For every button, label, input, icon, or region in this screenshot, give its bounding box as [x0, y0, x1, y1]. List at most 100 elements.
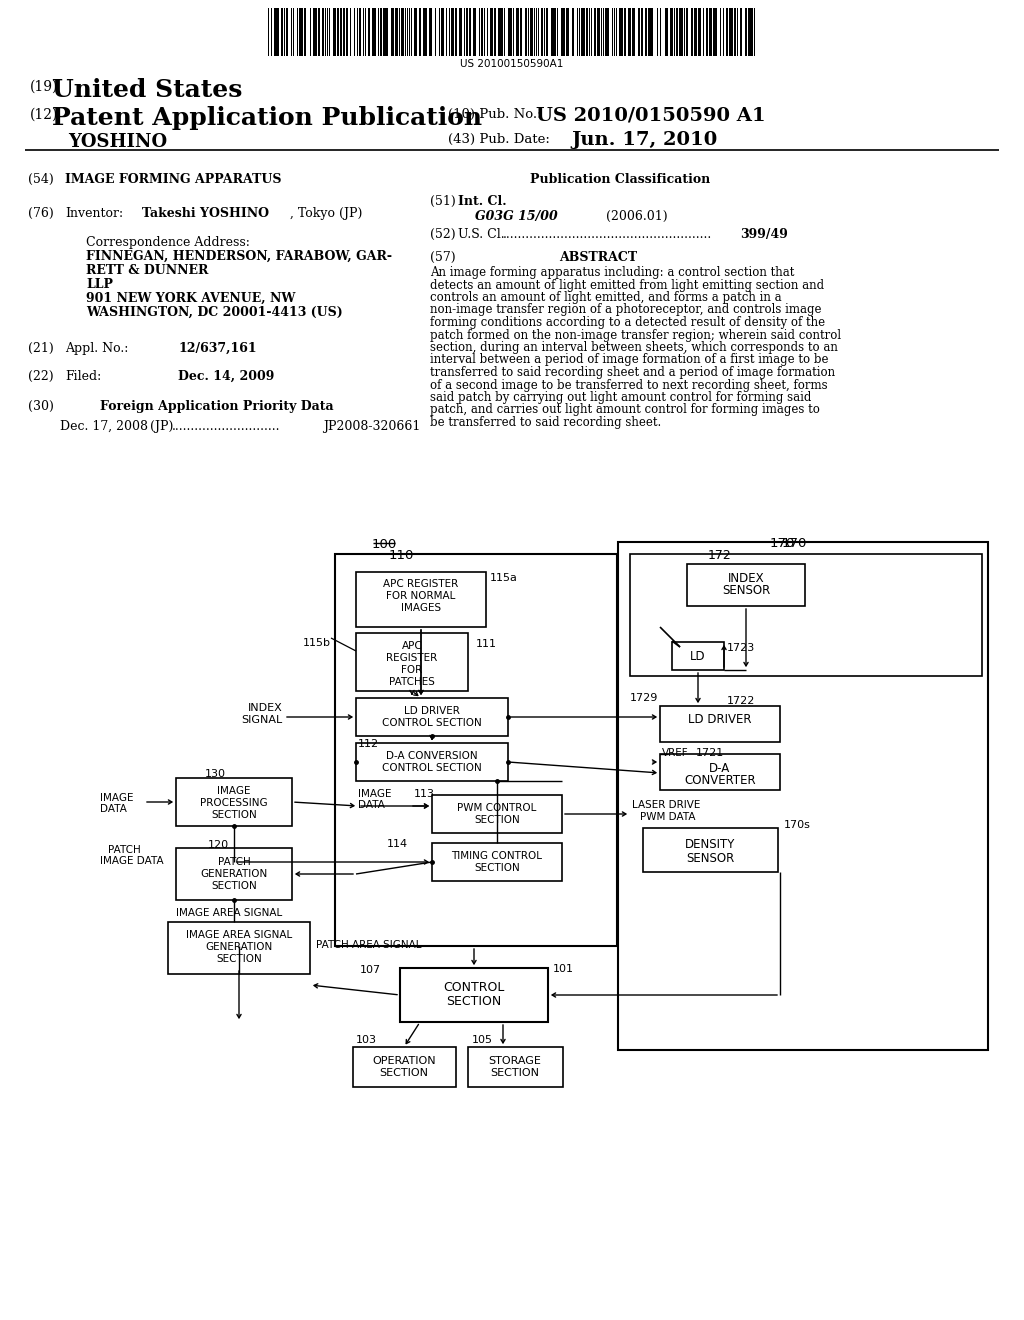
Text: 172: 172 [708, 549, 732, 562]
Bar [643, 828, 778, 873]
Bar [632, 8, 635, 55]
Text: 101: 101 [553, 964, 574, 974]
Text: IMAGES: IMAGES [401, 603, 441, 612]
Bar [713, 8, 717, 55]
Text: of a second image to be transferred to next recording sheet, forms: of a second image to be transferred to n… [430, 379, 827, 392]
Text: Jun. 17, 2010: Jun. 17, 2010 [571, 131, 717, 149]
Bar [672, 642, 724, 671]
Bar [726, 8, 728, 55]
Text: IMAGE DATA: IMAGE DATA [100, 855, 164, 866]
Text: 111: 111 [476, 639, 497, 649]
Text: TIMING CONTROL: TIMING CONTROL [452, 851, 543, 861]
Bar [322, 8, 324, 55]
Text: Dec. 17, 2008: Dec. 17, 2008 [60, 420, 148, 433]
Text: SECTION: SECTION [490, 1068, 540, 1078]
Bar [429, 8, 432, 55]
Text: (43) Pub. Date:: (43) Pub. Date: [449, 133, 550, 147]
Bar [368, 8, 370, 55]
Text: 170: 170 [769, 537, 795, 550]
Bar [729, 8, 733, 55]
Text: (54): (54) [28, 173, 53, 186]
Text: transferred to said recording sheet and a period of image formation: transferred to said recording sheet and … [430, 366, 836, 379]
Bar [498, 8, 503, 55]
Bar [335, 554, 617, 946]
Bar [459, 8, 462, 55]
Text: Dec. 14, 2009: Dec. 14, 2009 [178, 370, 274, 383]
Bar [356, 634, 468, 690]
Text: GENERATION: GENERATION [201, 869, 267, 879]
Text: APC REGISTER: APC REGISTER [383, 579, 459, 589]
Bar [660, 754, 780, 789]
Bar [691, 8, 693, 55]
Text: Takeshi YOSHINO: Takeshi YOSHINO [142, 207, 269, 220]
Bar [168, 921, 310, 974]
Text: 12/637,161: 12/637,161 [178, 342, 257, 355]
Bar [353, 1047, 456, 1086]
Bar [745, 8, 746, 55]
Text: 901 NEW YORK AVENUE, NW: 901 NEW YORK AVENUE, NW [86, 292, 295, 305]
Text: LD DRIVER: LD DRIVER [404, 706, 460, 715]
Text: (JP): (JP) [150, 420, 173, 433]
Text: PATCH AREA SIGNAL: PATCH AREA SIGNAL [316, 940, 422, 950]
Bar [281, 8, 283, 55]
Bar [346, 8, 348, 55]
Text: FINNEGAN, HENDERSON, FARABOW, GAR-: FINNEGAN, HENDERSON, FARABOW, GAR- [86, 249, 392, 263]
Bar [679, 8, 683, 55]
Bar [687, 564, 805, 606]
Text: ......................................................: ........................................… [503, 228, 713, 242]
Bar [340, 8, 342, 55]
Text: 1721: 1721 [696, 748, 724, 758]
Bar [541, 8, 543, 55]
Bar [740, 8, 742, 55]
Bar [525, 8, 527, 55]
Text: SECTION: SECTION [211, 880, 257, 891]
Text: IMAGE AREA SIGNAL: IMAGE AREA SIGNAL [186, 931, 292, 940]
Text: SECTION: SECTION [211, 810, 257, 820]
Text: forming conditions according to a detected result of density of the: forming conditions according to a detect… [430, 315, 825, 329]
Bar [318, 8, 319, 55]
Text: (12): (12) [30, 108, 58, 121]
Bar [400, 968, 548, 1022]
Text: said patch by carrying out light amount control for forming said: said patch by carrying out light amount … [430, 391, 811, 404]
Bar [698, 8, 701, 55]
Bar [176, 847, 292, 900]
Text: 1723: 1723 [727, 643, 756, 653]
Bar [333, 8, 336, 55]
Text: JP2008-320661: JP2008-320661 [323, 420, 421, 433]
Text: be transferred to said recording sheet.: be transferred to said recording sheet. [430, 416, 662, 429]
Text: 399/49: 399/49 [740, 228, 787, 242]
Text: INDEX: INDEX [248, 704, 283, 713]
Text: Patent Application Publication: Patent Application Publication [52, 106, 482, 129]
Text: APC: APC [401, 642, 422, 651]
Text: RETT & DUNNER: RETT & DUNNER [86, 264, 208, 277]
Bar [441, 8, 444, 55]
Bar [586, 8, 588, 55]
Text: 120: 120 [208, 840, 229, 850]
Bar [561, 8, 565, 55]
Text: STORAGE: STORAGE [488, 1056, 542, 1067]
Text: 1729: 1729 [630, 693, 658, 704]
Text: (57): (57) [430, 251, 456, 264]
Text: WASHINGTON, DC 20001-4413 (US): WASHINGTON, DC 20001-4413 (US) [86, 306, 343, 319]
Bar [665, 8, 668, 55]
Bar [630, 554, 982, 676]
Bar [395, 8, 398, 55]
Bar [383, 8, 388, 55]
Bar [176, 777, 292, 826]
Text: VREF: VREF [662, 748, 688, 758]
Bar [286, 8, 288, 55]
Text: U.S. Cl.: U.S. Cl. [458, 228, 505, 242]
Text: FOR NORMAL: FOR NORMAL [386, 591, 456, 601]
Bar [648, 8, 653, 55]
Bar [414, 8, 417, 55]
Bar [645, 8, 647, 55]
Text: D-A: D-A [710, 762, 731, 775]
Text: SIGNAL: SIGNAL [242, 715, 283, 725]
Text: REGISTER: REGISTER [386, 653, 437, 663]
Bar [304, 8, 306, 55]
Text: (30): (30) [28, 400, 54, 413]
Bar [546, 8, 548, 55]
Bar [660, 706, 780, 742]
Bar [641, 8, 643, 55]
Text: LLP: LLP [86, 279, 113, 290]
